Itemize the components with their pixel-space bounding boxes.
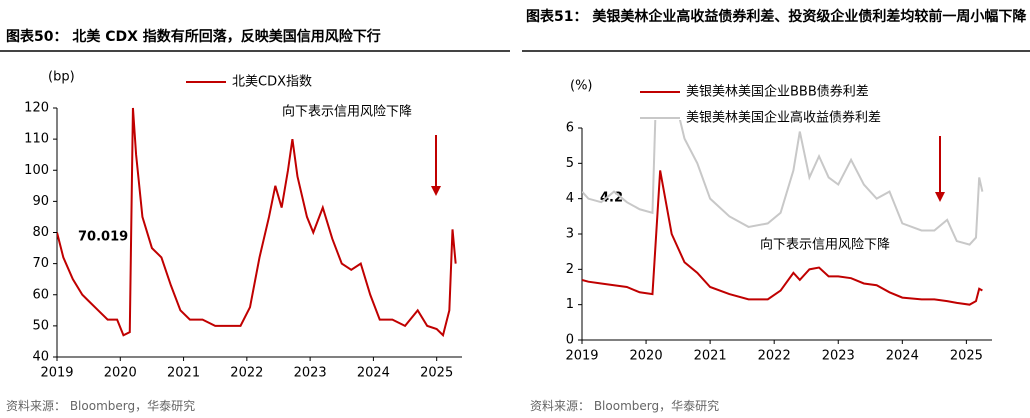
y-tick-label: 6: [566, 121, 574, 136]
x-tick-label: 2019: [40, 366, 73, 381]
legend-label: 美银美林美国企业高收益债券利差: [686, 110, 881, 126]
x-tick-label: 2021: [167, 366, 200, 381]
x-tick-label: 2023: [294, 366, 327, 381]
y-axis-label: (%): [570, 79, 593, 94]
chart-title: 图表50： 北美 CDX 指数有所回落，反映美国信用风险下行: [6, 29, 381, 45]
legend-label: 美银美林美国企业BBB债券利差: [686, 84, 869, 100]
line: [582, 170, 983, 306]
line: [57, 107, 457, 338]
y-tick-label: 1: [566, 297, 574, 312]
y-tick-label: 110: [24, 132, 49, 147]
chart-title: 图表51： 美银美林企业高收益债券利差、投资级企业债利差均较前一周小幅下降: [526, 9, 1027, 25]
y-tick-label: 70: [32, 256, 49, 271]
y-tick-label: 3: [566, 227, 574, 242]
y-tick-label: 60: [32, 287, 49, 302]
source: 资料来源： Bloomberg，华泰研究: [6, 399, 196, 413]
y-tick-label: 2: [566, 262, 574, 277]
y-tick-label: 80: [32, 225, 49, 240]
source: 资料来源： Bloomberg，华泰研究: [530, 399, 720, 413]
y-tick-label: 50: [32, 318, 49, 333]
x-tick-label: 2025: [950, 349, 983, 364]
line: [582, 120, 984, 246]
x-tick-label: 2022: [230, 366, 263, 381]
arrow-head: [431, 186, 441, 196]
y-tick-label: 120: [24, 101, 49, 116]
y-tick-label: 5: [566, 156, 574, 171]
x-tick-label: 2023: [822, 349, 855, 364]
arrow-head: [935, 192, 945, 202]
x-tick-label: 2020: [630, 349, 663, 364]
x-tick-label: 2022: [758, 349, 791, 364]
x-tick-label: 2025: [420, 366, 453, 381]
title-rule: [0, 50, 510, 52]
annotation: 向下表示信用风险下降: [282, 104, 412, 120]
x-tick-label: 2020: [104, 366, 137, 381]
y-tick-label: 4: [566, 191, 574, 206]
y-tick-label: 40: [32, 350, 49, 365]
y-tick-label: 100: [24, 163, 49, 178]
y-tick-label: 0: [566, 333, 574, 348]
annotation: 70.019: [78, 230, 128, 245]
x-tick-label: 2024: [357, 366, 390, 381]
annotation: 向下表示信用风险下降: [760, 237, 890, 253]
y-tick-label: 90: [32, 194, 49, 209]
x-tick-label: 2021: [694, 349, 727, 364]
x-tick-label: 2019: [565, 349, 598, 364]
y-axis-label: (bp): [48, 70, 75, 85]
title-rule: [522, 50, 1030, 52]
legend-label: 北美CDX指数: [232, 75, 312, 90]
x-tick-label: 2024: [886, 349, 919, 364]
